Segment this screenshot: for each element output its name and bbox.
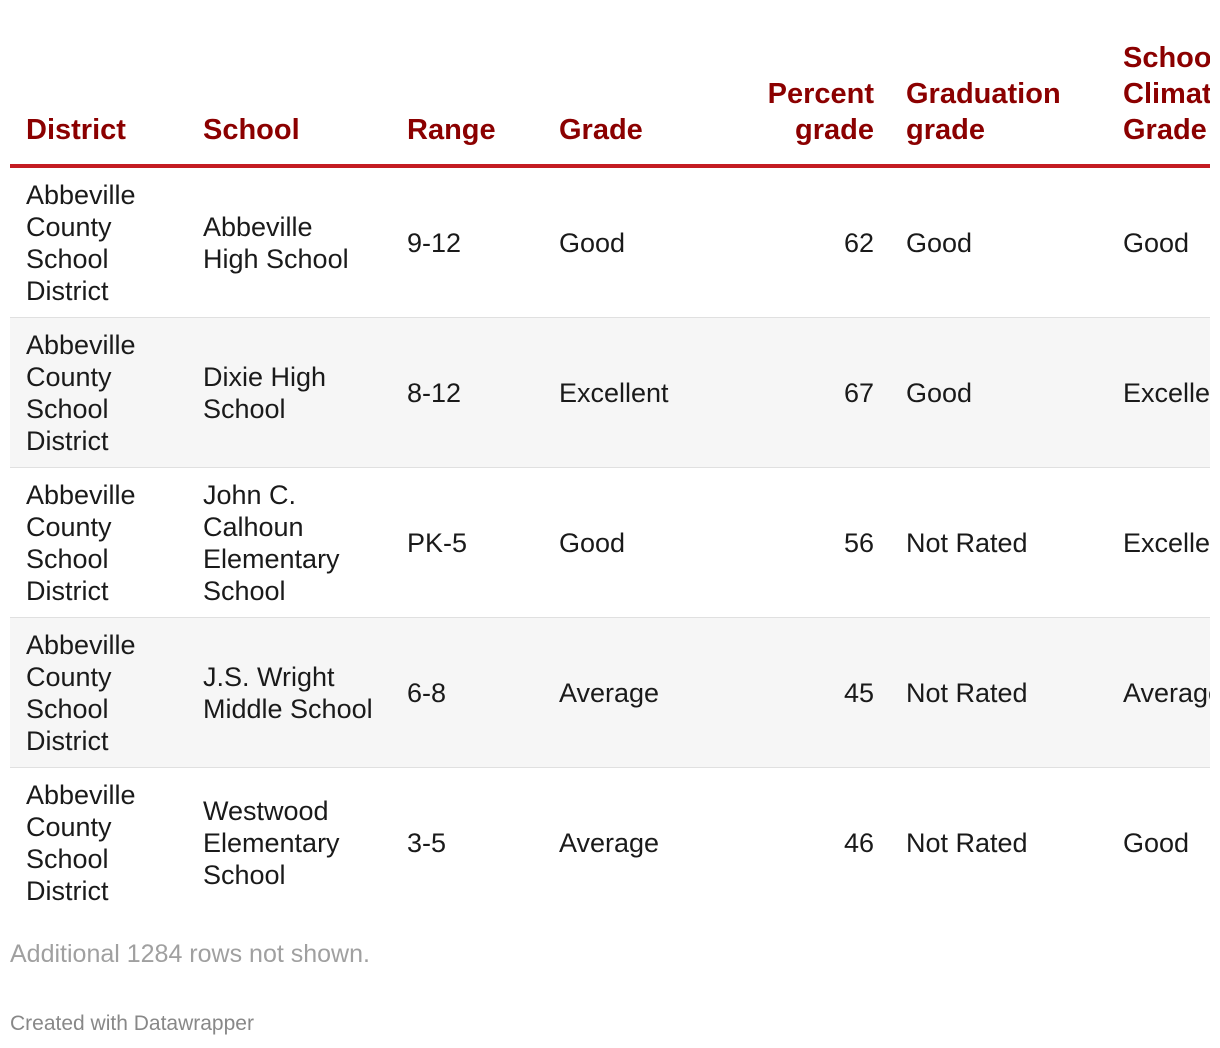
- table-cell-district: Abbeville County School District: [10, 317, 187, 468]
- table-cell-graduation-grade: Not Rated: [890, 617, 1107, 768]
- table-row: Abbeville County School District J.S. Wr…: [10, 617, 1210, 768]
- table-cell-graduation-grade: Good: [890, 166, 1107, 318]
- column-header-grade[interactable]: Grade: [559, 114, 643, 146]
- table-cell-range: 9-12: [391, 166, 543, 318]
- table-cell-school: J.S. Wright Middle School: [187, 617, 391, 768]
- table-cell-school-climate-grade: Excellent: [1107, 467, 1210, 618]
- data-table: District School Range Grade Percent grad…: [10, 40, 1210, 917]
- table-cell-percent-grade: 45: [719, 617, 890, 768]
- table-cell-graduation-grade: Good: [890, 317, 1107, 468]
- rows-not-shown-notice: Additional 1284 rows not shown.: [10, 940, 370, 968]
- table-cell-school: John C. Calhoun Elementary School: [187, 467, 391, 618]
- table-cell-graduation-grade: Not Rated: [890, 467, 1107, 618]
- column-header-percent-grade[interactable]: Percent grade: [767, 78, 874, 146]
- table-cell-percent-grade: 62: [719, 166, 890, 318]
- table-cell-school-climate-grade: Excellent: [1107, 317, 1210, 468]
- table-row: Abbeville County School District Westwoo…: [10, 768, 1210, 918]
- table-cell-district: Abbeville County School District: [10, 617, 187, 768]
- table-cell-district: Abbeville County School District: [26, 779, 136, 906]
- data-table-container: District School Range Grade Percent grad…: [10, 40, 1210, 917]
- datawrapper-credit-link[interactable]: Created with Datawrapper: [10, 1012, 254, 1035]
- table-row: Abbeville County School District Abbevil…: [10, 166, 1210, 318]
- table-cell-district: Abbeville County School District: [10, 166, 187, 318]
- table-cell-grade: Average: [543, 617, 719, 768]
- table-cell-range: 3-5: [407, 827, 447, 858]
- table-cell-grade: Good: [543, 166, 719, 318]
- table-header-row: District School Range Grade Percent grad…: [10, 40, 1210, 166]
- table-cell-grade: Average: [559, 827, 660, 858]
- table-row: Abbeville County School District John C.…: [10, 467, 1210, 618]
- table-cell-range: 6-8: [391, 617, 543, 768]
- table-cell-range: 8-12: [391, 317, 543, 468]
- table-cell-graduation-grade: Not Rated: [906, 827, 1028, 858]
- table-cell-percent-grade: 46: [843, 827, 874, 858]
- table-cell-school-climate-grade: Good: [1123, 827, 1190, 858]
- column-header-school-climate-grade[interactable]: School Climate Grade: [1123, 42, 1210, 146]
- table-cell-district: Abbeville County School District: [10, 467, 187, 618]
- column-header-range[interactable]: Range: [407, 114, 496, 146]
- column-header-school[interactable]: School: [203, 114, 300, 146]
- table-cell-percent-grade: 56: [719, 467, 890, 618]
- table-cell-school: Abbeville High School: [187, 166, 391, 318]
- column-header-district[interactable]: District: [26, 114, 126, 146]
- table-cell-range: PK-5: [391, 467, 543, 618]
- table-cell-school-climate-grade: Good: [1107, 166, 1210, 318]
- column-header-graduation-grade[interactable]: Graduation grade: [906, 78, 1061, 146]
- table-cell-school: Dixie High School: [187, 317, 391, 468]
- table-cell-school-climate-grade: Average: [1107, 617, 1210, 768]
- table-cell-grade: Excellent: [543, 317, 719, 468]
- table-cell-grade: Good: [543, 467, 719, 618]
- table-row: Abbeville County School District Dixie H…: [10, 317, 1210, 468]
- table-cell-percent-grade: 67: [719, 317, 890, 468]
- table-cell-school: Westwood Elementary School: [203, 795, 340, 890]
